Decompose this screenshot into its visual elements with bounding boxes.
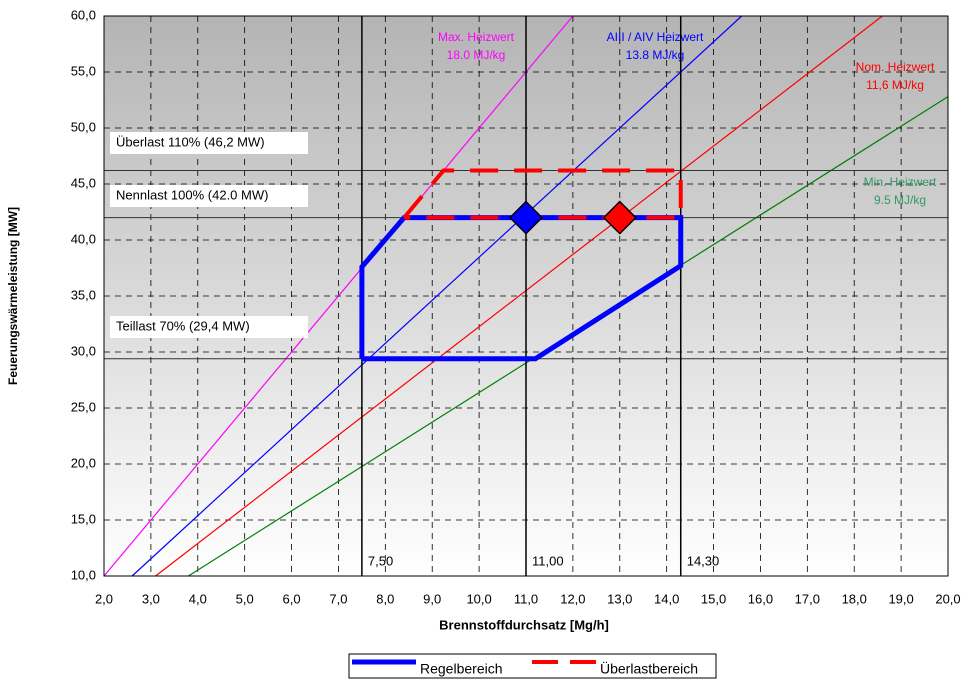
x-tick-label: 2,0 (95, 591, 113, 606)
reference-label: 11,00 (532, 553, 564, 568)
legend-label: Regelbereich (420, 661, 503, 677)
legend-label: Überlastbereich (600, 660, 698, 677)
heating-value-label: 9.5 MJ/kg (874, 193, 926, 207)
heating-value-label: 13.8 MJ/kg (626, 48, 685, 62)
x-tick-label: 6,0 (283, 591, 301, 606)
heating-value-label: 11,6 MJ/kg (866, 78, 924, 92)
y-tick-label: 55,0 (71, 63, 96, 78)
reference-label-box (110, 316, 308, 338)
heating-value-line (131, 15, 743, 577)
heating-value-line (155, 15, 883, 577)
y-tick-label: 20,0 (71, 455, 96, 470)
y-tick-label: 50,0 (71, 119, 96, 134)
x-tick-label: 8,0 (376, 591, 394, 606)
y-tick-label: 25,0 (71, 399, 96, 414)
y-tick-label: 10,0 (71, 567, 96, 582)
marker (602, 200, 637, 235)
reference-label: Nennlast 100% (42.0 MW) (116, 187, 268, 202)
heating-value-label: Min. Heizwert (864, 175, 937, 189)
y-axis-title: Feuerungswärmeleistung [MW] (6, 207, 20, 385)
x-tick-label: 18,0 (842, 591, 867, 606)
reference-label-box (110, 132, 308, 154)
reference-label-box (110, 185, 308, 207)
x-tick-label: 20,0 (935, 591, 960, 606)
x-tick-label: 9,0 (423, 591, 441, 606)
x-tick-label: 19,0 (888, 591, 913, 606)
x-tick-label: 16,0 (748, 591, 773, 606)
x-tick-label: 14,0 (654, 591, 679, 606)
x-tick-label: 4,0 (189, 591, 207, 606)
reference-label: 7,50 (368, 553, 393, 568)
legend-box (348, 653, 717, 679)
heating-value-label: AIII / AIV Heizwert (607, 30, 704, 44)
heating-value-line (103, 15, 574, 577)
y-tick-label: 60,0 (71, 7, 96, 22)
x-tick-label: 17,0 (795, 591, 820, 606)
heating-value-label: Nom. Heizwert (856, 60, 935, 74)
marker (508, 200, 544, 235)
y-tick-label: 30,0 (71, 343, 96, 358)
reference-label: Überlast 110% (46,2 MW) (116, 134, 265, 149)
x-axis-title: Brennstoffdurchsatz [Mg/h] (439, 617, 609, 632)
x-tick-label: 10,0 (466, 591, 491, 606)
y-tick-label: 45,0 (71, 175, 96, 190)
plot-border (103, 15, 949, 577)
heating-value-label: Max. Heizwert (438, 30, 515, 44)
reference-label: Teillast 70% (29,4 MW) (116, 318, 250, 333)
heating-value-label: 18.0 MJ/kg (447, 48, 506, 62)
x-tick-label: 11,0 (514, 591, 538, 606)
y-tick-label: 35,0 (71, 287, 96, 302)
x-tick-label: 3,0 (142, 591, 160, 606)
y-tick-label: 40,0 (71, 231, 96, 246)
x-tick-label: 13,0 (607, 591, 632, 606)
y-tick-label: 15,0 (71, 511, 96, 526)
x-tick-label: 12,0 (560, 591, 585, 606)
reference-label: 14,30 (687, 553, 720, 568)
x-tick-label: 5,0 (236, 591, 254, 606)
x-tick-label: 7,0 (329, 591, 347, 606)
series-line (359, 215, 684, 362)
x-tick-label: 15,0 (701, 591, 726, 606)
